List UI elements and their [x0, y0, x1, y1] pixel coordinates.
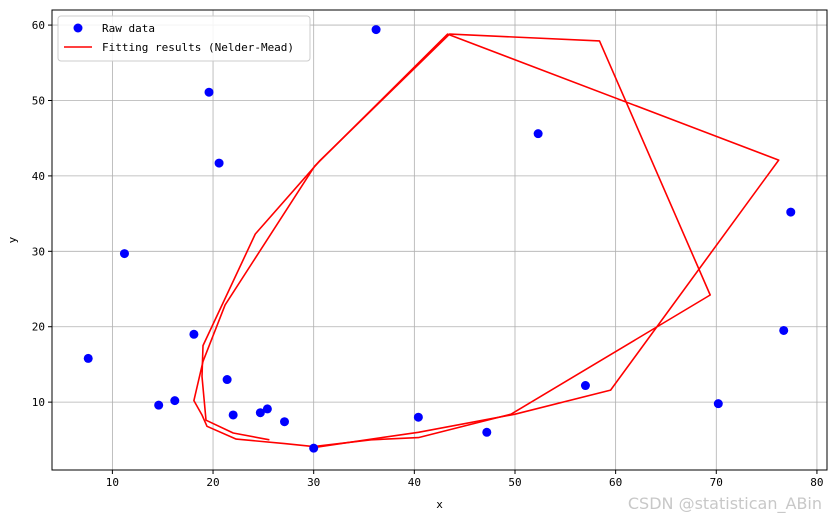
y-tick-label: 40	[32, 170, 45, 183]
data-point	[170, 396, 180, 406]
x-tick-label: 80	[810, 476, 823, 489]
y-axis-label: y	[6, 236, 19, 243]
x-tick-label: 20	[206, 476, 219, 489]
watermark: CSDN @statistican_ABin	[627, 494, 822, 513]
data-point	[280, 417, 289, 427]
x-tick-label: 30	[307, 476, 320, 489]
y-axis-ticks: 10 20 30 40 50 60	[32, 19, 52, 409]
y-tick-label: 20	[32, 321, 45, 334]
legend-marker-raw-data	[73, 23, 83, 33]
x-tick-label: 40	[408, 476, 421, 489]
x-tick-label: 10	[106, 476, 119, 489]
x-tick-label: 50	[508, 476, 521, 489]
data-point	[204, 87, 214, 97]
x-tick-label: 70	[710, 476, 723, 489]
fit-lines	[193, 33, 780, 449]
grid-lines	[52, 10, 827, 470]
data-point	[262, 404, 272, 414]
data-point	[309, 443, 319, 453]
legend-label-raw-data: Raw data	[102, 22, 155, 35]
plot-frame	[51, 9, 828, 471]
data-point	[371, 25, 381, 35]
data-point	[713, 399, 723, 409]
x-axis-label: x	[436, 498, 443, 511]
legend-box	[57, 15, 311, 62]
y-tick-label: 30	[32, 245, 45, 258]
data-point	[533, 129, 543, 139]
legend: Raw data Fitting results (Nelder-Mead)	[57, 15, 311, 62]
fit-line-series-2	[193, 33, 780, 449]
data-point	[482, 427, 492, 437]
x-axis-ticks: 10 20 30 40 50 60 70 80	[106, 470, 824, 489]
data-point	[214, 158, 224, 168]
x-tick-label: 60	[609, 476, 622, 489]
data-point	[189, 329, 199, 339]
y-tick-label: 10	[32, 396, 45, 409]
data-point	[154, 400, 164, 410]
data-point	[83, 353, 93, 363]
data-point	[779, 325, 789, 335]
data-point	[413, 412, 423, 422]
data-point	[222, 375, 232, 385]
data-point	[228, 410, 238, 420]
y-tick-label: 50	[32, 94, 45, 107]
data-point	[119, 249, 129, 259]
y-tick-label: 60	[32, 19, 45, 32]
data-point	[255, 408, 265, 418]
legend-label-fit-line: Fitting results (Nelder-Mead)	[102, 41, 294, 54]
scatter-points	[83, 25, 796, 453]
data-point	[580, 381, 590, 391]
data-point	[786, 207, 796, 217]
fit-line-series-1	[201, 33, 711, 448]
